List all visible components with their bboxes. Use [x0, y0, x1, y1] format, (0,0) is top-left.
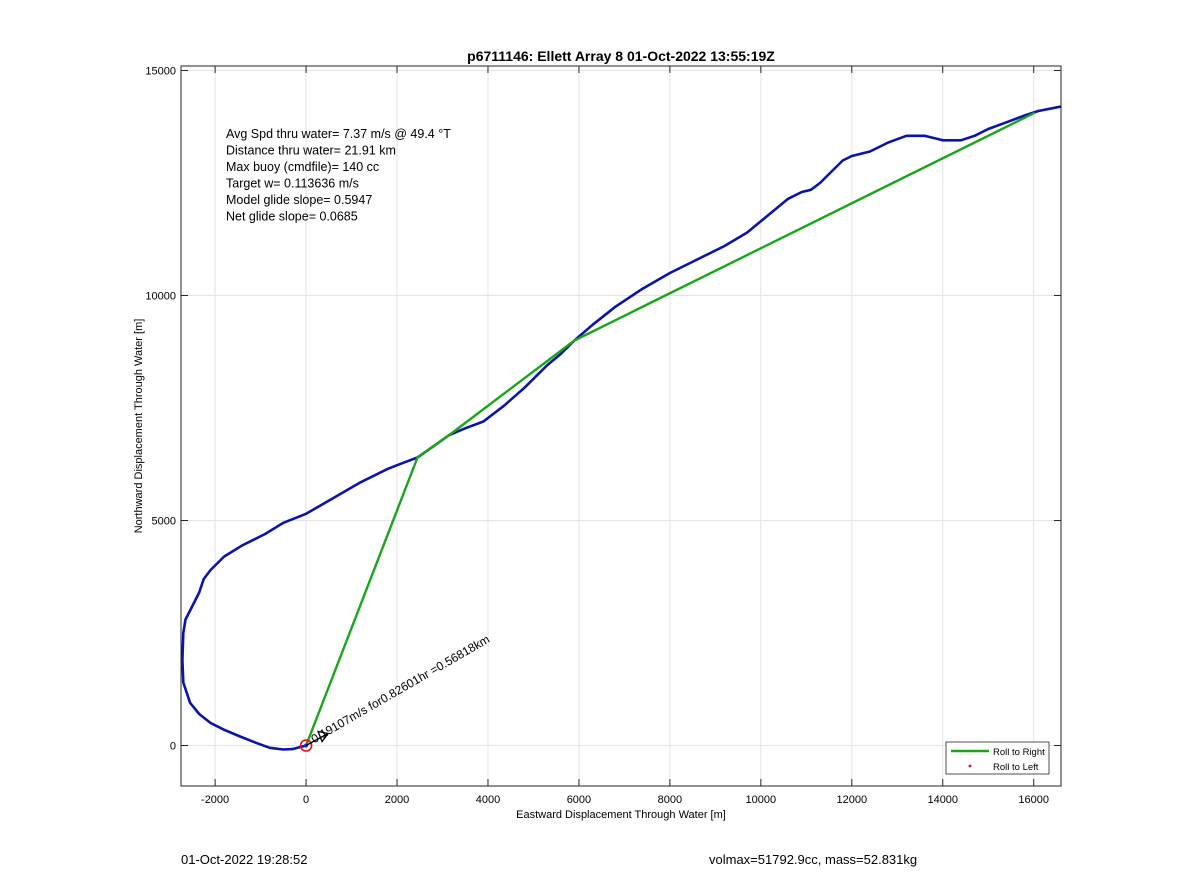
annotation-block: Avg Spd thru water= 7.37 m/s @ 49.4 °T Di… [226, 127, 451, 224]
ticks: -2000 0 2000 4000 6000 8000 10000 12000 14000 160… [145, 66, 1061, 806]
x-tick-label: 16000 [1018, 794, 1049, 806]
x-tick-label: 14000 [927, 794, 958, 806]
x-tick-label: 4000 [476, 794, 500, 806]
annotation-line: Target w= 0.113636 m/s [226, 177, 359, 191]
legend: Roll to Right Roll to Left [945, 741, 1050, 775]
annotation-line: Net glide slope= 0.0685 [226, 210, 358, 224]
drift-arrow-head [317, 730, 330, 743]
x-tick-label: 6000 [567, 794, 591, 806]
footer-volmax-mass: volmax=51792.9cc, mass=52.831kg [709, 852, 918, 867]
y-tick-label: 10000 [145, 291, 176, 303]
legend-roll-left-label: Roll to Left [993, 762, 1039, 773]
legend-box [945, 741, 1050, 775]
x-axis-label: Eastward Displacement Through Water [m] [516, 809, 726, 821]
drift-arrow: 0.19107m/s for0.82601hr =0.56818km [305, 632, 493, 747]
x-tick-label: 10000 [746, 794, 777, 806]
y-tick-label: 5000 [152, 516, 176, 528]
drift-arrow-shaft [305, 732, 329, 747]
y-tick-label: 0 [170, 741, 176, 753]
plot-frame [180, 65, 1062, 787]
y-axis-label: Northward Displacement Through Water [m] [133, 319, 145, 534]
x-tick-label: -2000 [201, 794, 229, 806]
annotation-line: Max buoy (cmdfile)= 140 cc [226, 160, 379, 174]
legend-roll-left-swatch [968, 764, 972, 768]
drift-arrow-label: 0.19107m/s for0.82601hr =0.56818km [309, 632, 493, 746]
footer-timestamp: 01-Oct-2022 19:28:52 [181, 852, 308, 867]
roll-to-right-line [304, 112, 1035, 747]
x-tick-label: 2000 [385, 794, 409, 806]
annotation-line: Distance thru water= 21.91 km [226, 144, 396, 158]
annotation-line: Avg Spd thru water= 7.37 m/s @ 49.4 °T [226, 127, 451, 141]
grid [181, 66, 1061, 786]
chart-title: p6711146: Ellett Array 8 01-Oct-2022 13:… [467, 48, 775, 64]
x-tick-label: 12000 [837, 794, 868, 806]
x-tick-label: 0 [303, 794, 309, 806]
annotation-line: Model glide slope= 0.5947 [226, 193, 372, 207]
y-tick-label: 15000 [145, 66, 176, 78]
glider-track-line [181, 105, 1061, 751]
legend-roll-right-label: Roll to Right [993, 747, 1045, 758]
start-marker [299, 739, 313, 752]
x-tick-label: 8000 [658, 794, 682, 806]
